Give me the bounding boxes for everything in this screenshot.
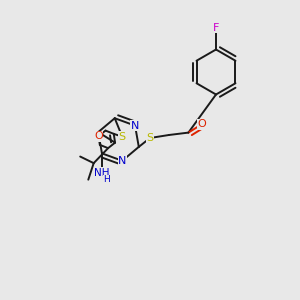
Text: S: S bbox=[118, 132, 126, 142]
Text: S: S bbox=[146, 133, 154, 143]
Text: O: O bbox=[94, 131, 103, 141]
Text: N: N bbox=[131, 121, 139, 130]
Text: F: F bbox=[213, 23, 219, 33]
Text: NH: NH bbox=[94, 168, 110, 178]
Text: N: N bbox=[118, 156, 126, 166]
Text: H: H bbox=[103, 175, 110, 184]
Text: O: O bbox=[197, 119, 206, 129]
